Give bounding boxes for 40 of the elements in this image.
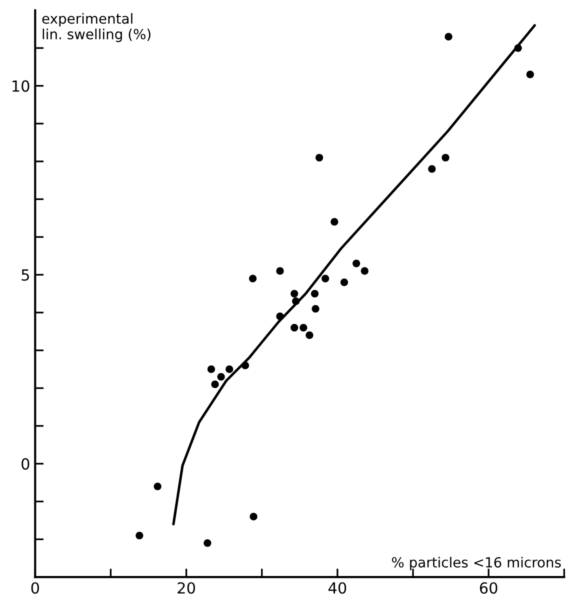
- point: [290, 290, 298, 298]
- point: [352, 260, 360, 268]
- x-axis-title: % particles <16 microns: [392, 556, 561, 570]
- point: [292, 297, 300, 306]
- point: [312, 304, 320, 313]
- point: [340, 278, 348, 286]
- point: [316, 154, 324, 162]
- point: [226, 365, 234, 374]
- y-tick-label: 5: [22, 269, 29, 281]
- point: [300, 324, 308, 332]
- point: [276, 267, 284, 275]
- line-series: [172, 24, 536, 526]
- point: [526, 70, 534, 78]
- point: [241, 362, 250, 370]
- x-tick-label: 60: [480, 582, 498, 594]
- x-tick-label: 20: [178, 582, 196, 594]
- point: [290, 324, 298, 332]
- point: [217, 372, 225, 381]
- point: [428, 165, 436, 173]
- x-tick-label: 0: [31, 582, 39, 594]
- point: [442, 154, 450, 162]
- point: [136, 532, 144, 540]
- point: [207, 365, 216, 374]
- point: [250, 512, 258, 520]
- point: [322, 274, 330, 282]
- point: [310, 290, 319, 298]
- point: [360, 267, 368, 275]
- point: [444, 32, 452, 41]
- x-tick-label: 40: [328, 582, 346, 594]
- point: [276, 312, 284, 320]
- point: [514, 44, 522, 52]
- y-axis-title: experimental lin. swelling (%): [42, 13, 150, 42]
- y-tick-label: 10: [12, 80, 30, 92]
- point: [306, 331, 314, 340]
- point: [204, 539, 212, 547]
- point: [154, 482, 162, 490]
- y-tick-label: 0: [22, 458, 30, 470]
- point: [249, 274, 257, 282]
- point: [330, 218, 338, 226]
- point: [211, 380, 219, 388]
